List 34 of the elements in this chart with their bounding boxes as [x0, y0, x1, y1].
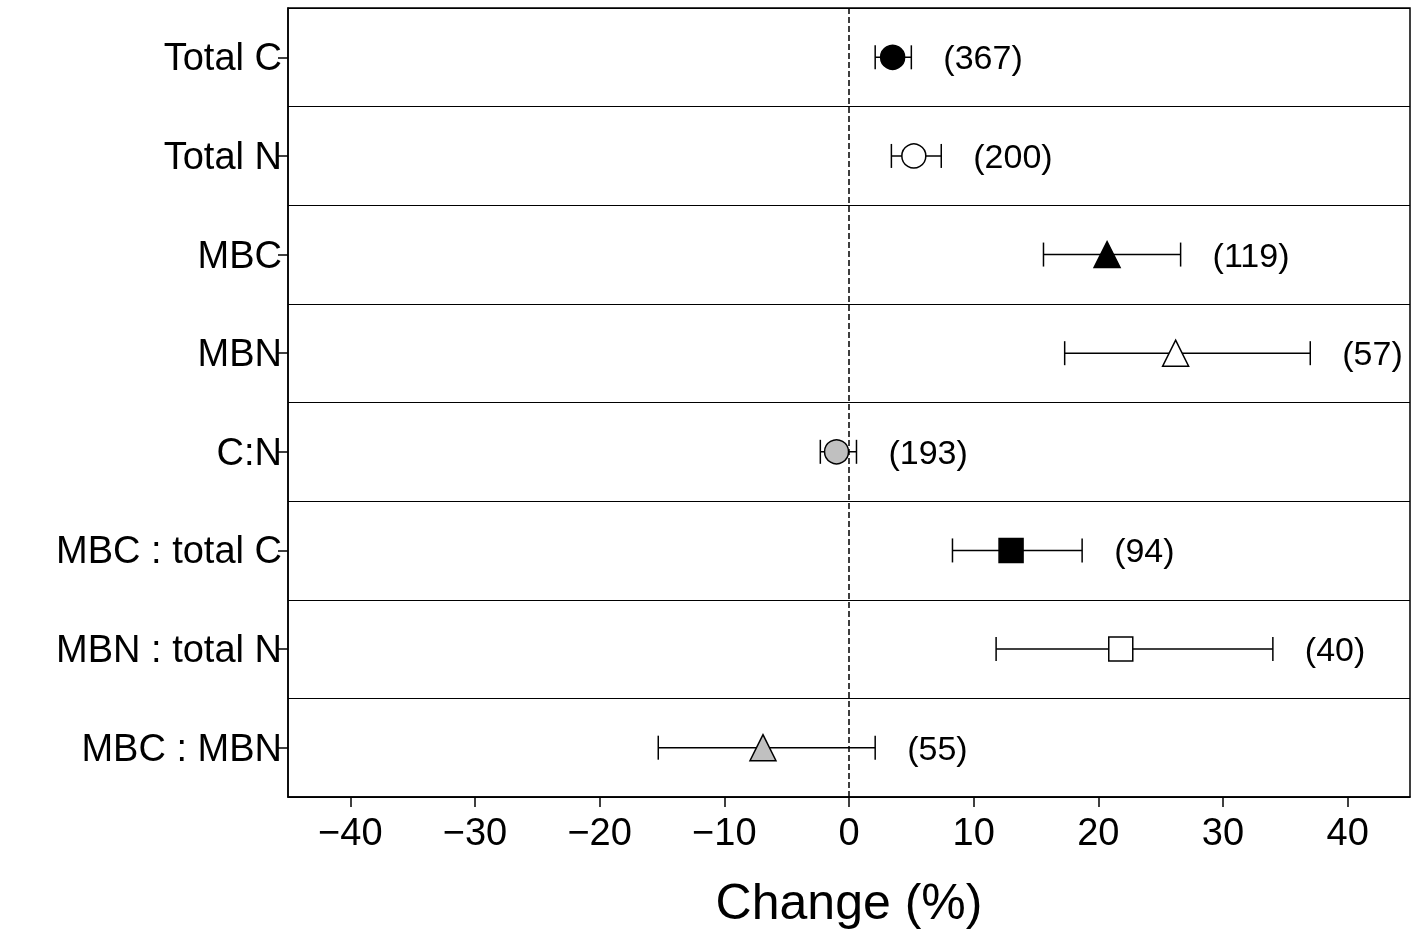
y-tick-label: MBC : total C [56, 529, 282, 572]
annotation: (119) [1212, 235, 1290, 274]
x-tick-label: −30 [442, 811, 508, 853]
point [879, 44, 906, 71]
x-axis-title: Change (%) [715, 874, 983, 930]
annotation: (57) [1342, 334, 1403, 373]
point [998, 537, 1024, 564]
point [901, 143, 927, 169]
point [1108, 636, 1134, 662]
y-tick-label: Total C [163, 36, 282, 79]
annotation: (94) [1114, 531, 1175, 570]
point [823, 439, 850, 465]
annotation: (55) [907, 728, 968, 767]
annotation: (40) [1304, 630, 1366, 669]
y-tick-label: Total N [163, 134, 282, 177]
y-tick-label: MBN [197, 332, 282, 375]
y-tick-label: MBN : total N [56, 628, 282, 671]
x-tick-label: 40 [1326, 811, 1369, 853]
point [749, 733, 777, 762]
y-tick-label: MBC : MBN [81, 726, 282, 769]
annotation: (200) [973, 136, 1053, 175]
x-tick-label: −40 [318, 811, 383, 853]
y-tick-label: C:N [216, 430, 282, 473]
point [1093, 240, 1121, 269]
x-tick-label: −20 [567, 811, 632, 853]
x-tick-label: −10 [692, 811, 757, 853]
x-tick-label: 20 [1077, 811, 1120, 853]
x-tick-label: 30 [1201, 811, 1245, 853]
annotation: (367) [943, 38, 1023, 77]
point [1161, 339, 1190, 367]
annotation: (193) [888, 432, 968, 471]
y-tick-label: MBC [197, 233, 282, 276]
x-tick-label: 10 [952, 811, 995, 853]
x-tick-label: 0 [838, 811, 860, 853]
